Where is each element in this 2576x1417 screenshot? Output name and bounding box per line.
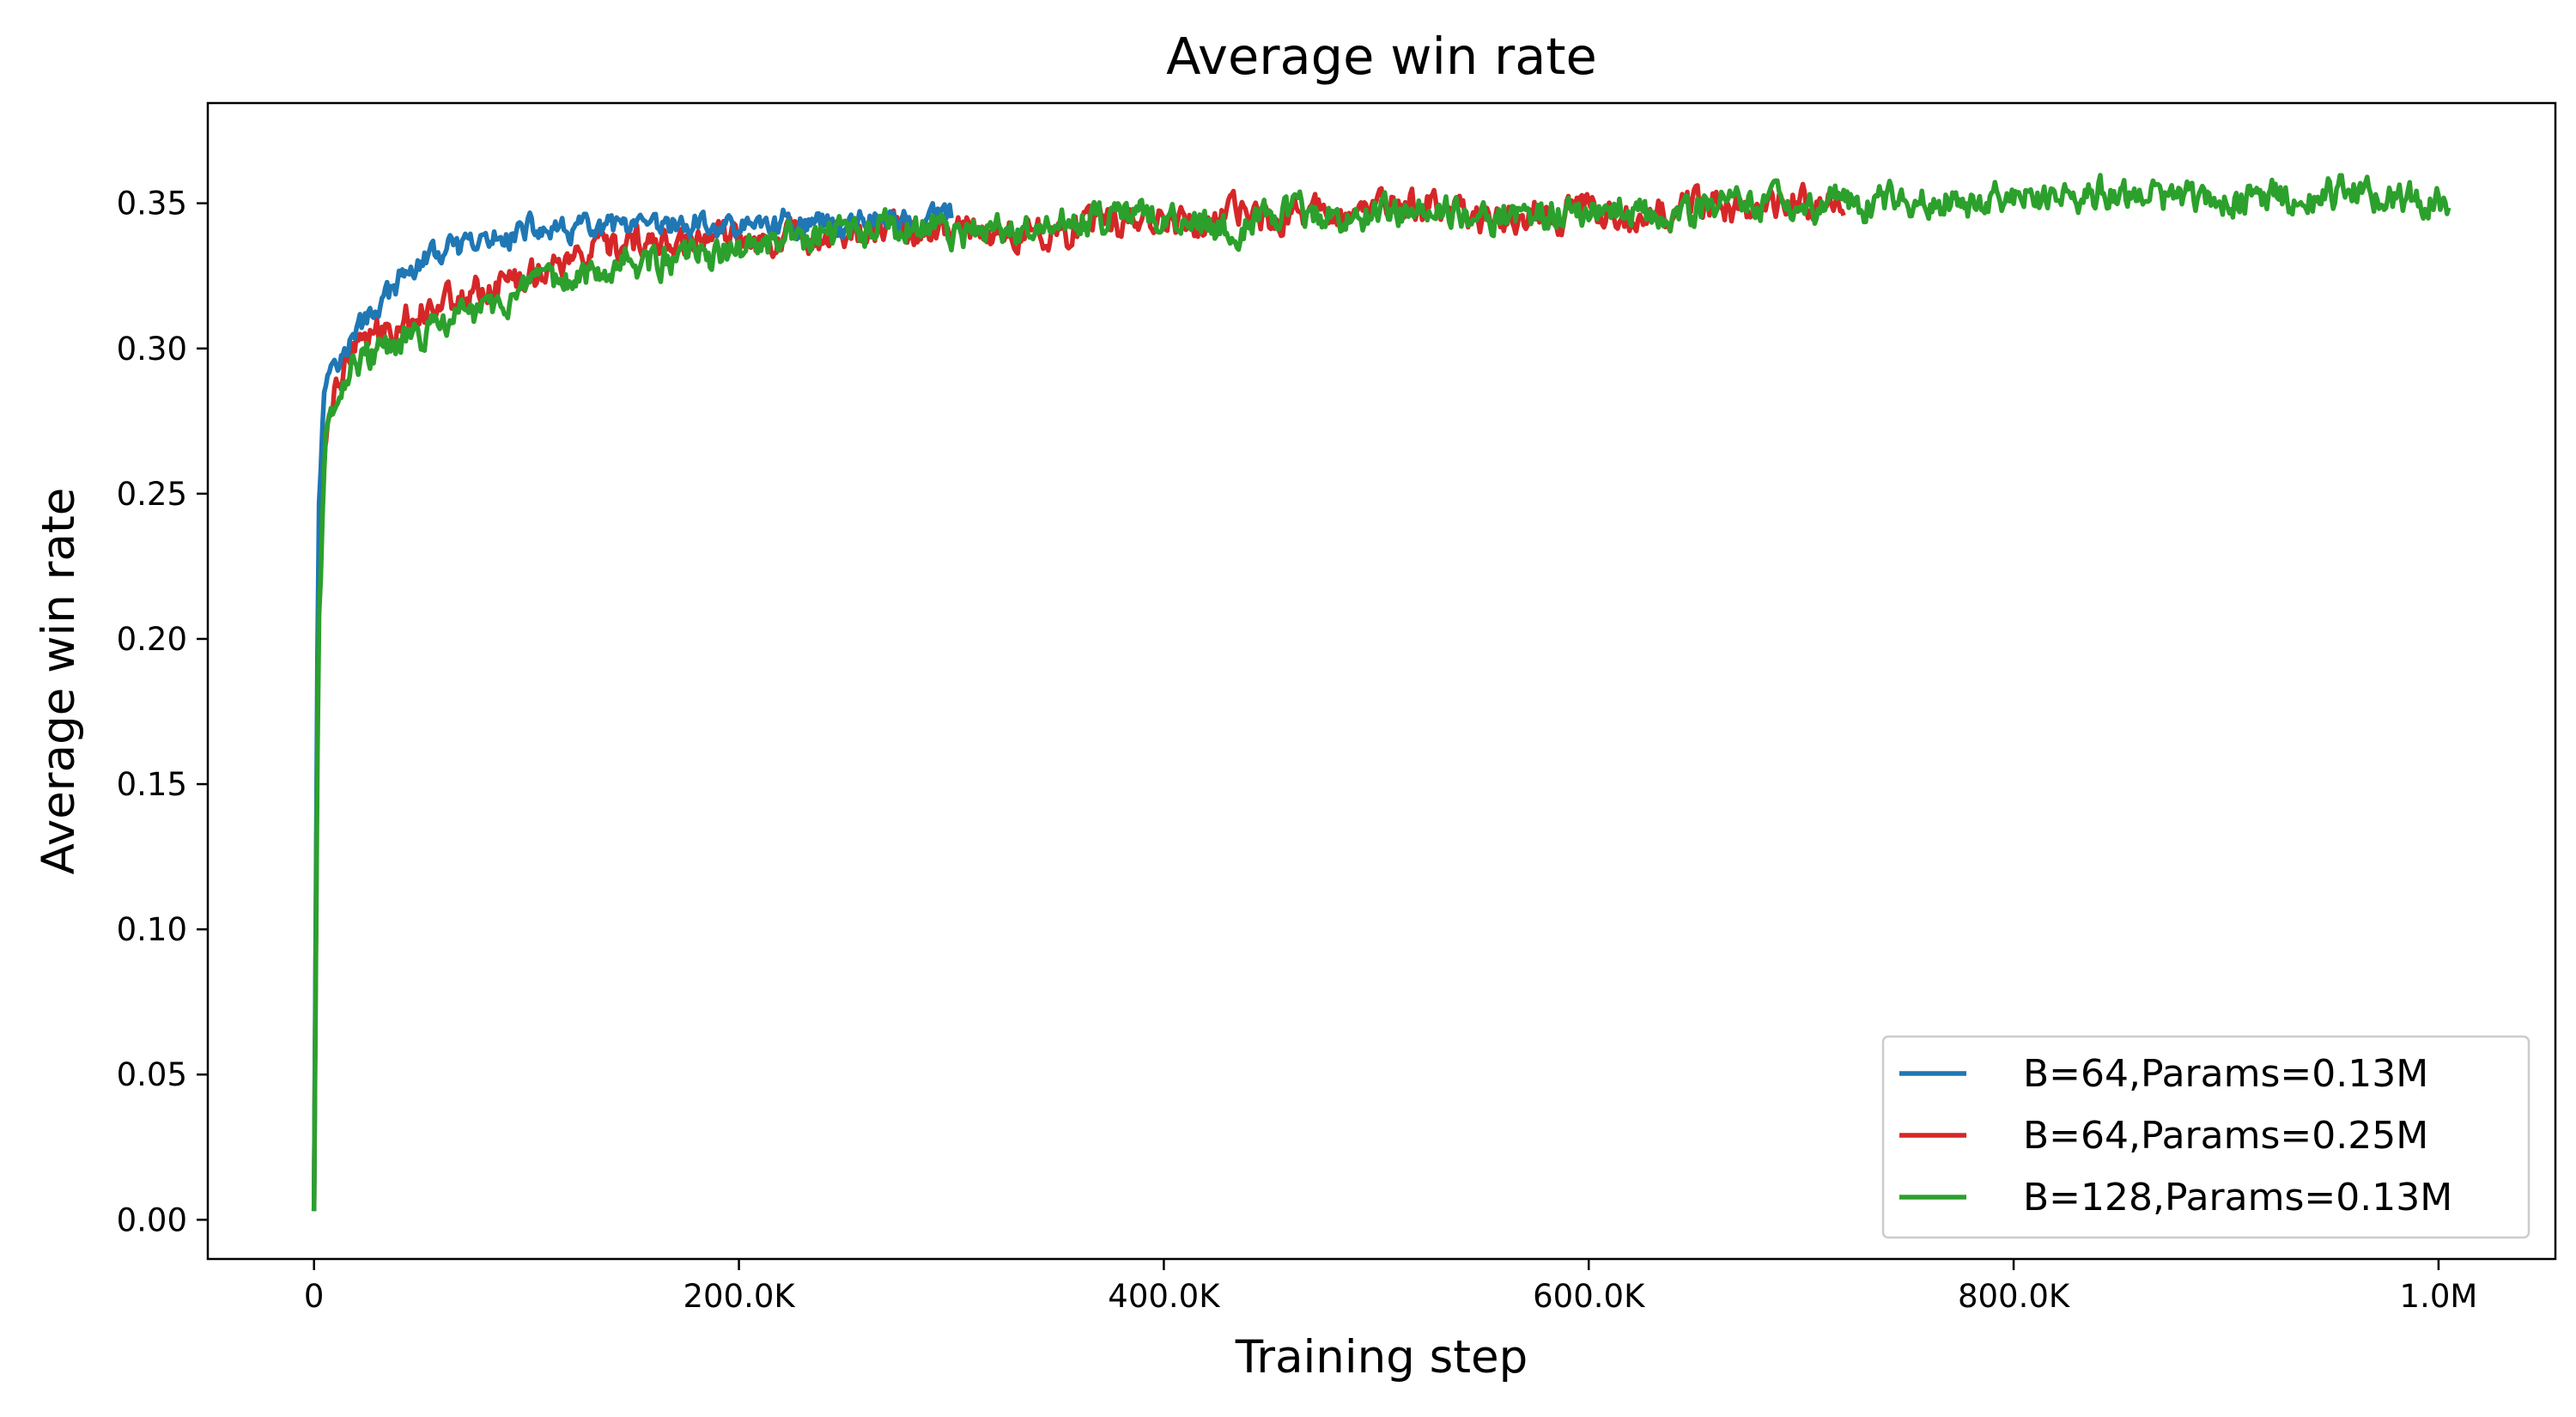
legend-label: B=64,Params=0.25M [2023, 1114, 2428, 1158]
plot-area [206, 101, 2557, 1261]
x-tick-label: 600.0K [1533, 1278, 1646, 1315]
y-tick-label: 0.15 [117, 766, 187, 803]
y-tick-label: 0.30 [117, 331, 187, 368]
x-axis-label: Training step [1235, 1331, 1528, 1384]
legend: B=64,Params=0.13M B=64,Params=0.25M B=128,… [1881, 1035, 2530, 1239]
plot-frame [206, 101, 2557, 1261]
y-tick-label: 0.05 [117, 1056, 187, 1093]
x-tick-label: 1.0M [2400, 1278, 2478, 1315]
y-tick-label: 0.25 [117, 476, 187, 513]
legend-box [1881, 1035, 2530, 1239]
series-group [311, 173, 2451, 1212]
y-axis: 0.00 0.05 0.10 0.15 0.20 0.25 0.30 0.35 [117, 185, 208, 1238]
x-tick-label: 0 [304, 1278, 325, 1315]
y-tick-label: 0.10 [117, 911, 187, 948]
chart-title: Average win rate [1166, 27, 1597, 86]
y-axis-label: Average win rate [33, 488, 85, 875]
x-tick-label: 400.0K [1108, 1278, 1221, 1315]
series-line [311, 201, 954, 1212]
series-line [311, 173, 2451, 1212]
x-axis: 0 200.0K 400.0K 600.0K 800.0K 1.0M [304, 1259, 2477, 1315]
x-tick-label: 200.0K [683, 1278, 796, 1315]
y-tick-label: 0.20 [117, 621, 187, 658]
legend-label: B=128,Params=0.13M [2023, 1176, 2452, 1219]
y-tick-label: 0.00 [117, 1201, 187, 1238]
x-tick-label: 800.0K [1958, 1278, 2071, 1315]
legend-label: B=64,Params=0.13M [2023, 1052, 2428, 1096]
y-tick-label: 0.35 [117, 185, 187, 222]
